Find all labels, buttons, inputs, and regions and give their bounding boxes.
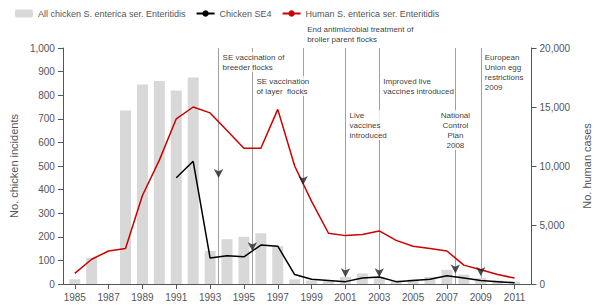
- svg-text:introduced: introduced: [349, 131, 386, 140]
- svg-text:400: 400: [38, 184, 55, 195]
- svg-text:20,000: 20,000: [540, 43, 571, 54]
- svg-text:All chicken S. enterica ser. E: All chicken S. enterica ser. Enteritidis: [38, 9, 186, 19]
- svg-text:2007: 2007: [436, 292, 459, 303]
- svg-text:1989: 1989: [131, 292, 154, 303]
- svg-text:National: National: [441, 111, 471, 120]
- svg-text:2005: 2005: [402, 292, 425, 303]
- svg-text:10,000: 10,000: [540, 161, 571, 172]
- svg-text:SE vaccination: SE vaccination: [256, 77, 309, 86]
- svg-text:2001: 2001: [334, 292, 357, 303]
- svg-text:End antimicrobial treatment of: End antimicrobial treatment of: [307, 25, 414, 34]
- svg-text:5,000: 5,000: [540, 220, 565, 231]
- svg-text:European: European: [485, 53, 520, 62]
- svg-text:Plan: Plan: [447, 131, 463, 140]
- svg-text:Chicken SE4: Chicken SE4: [220, 9, 272, 19]
- svg-text:1997: 1997: [267, 292, 290, 303]
- svg-text:1987: 1987: [97, 292, 120, 303]
- svg-text:restrictions: restrictions: [485, 73, 524, 82]
- svg-text:of layer flocks: of layer flocks: [256, 87, 307, 96]
- svg-text:2009: 2009: [470, 292, 493, 303]
- svg-text:600: 600: [38, 137, 55, 148]
- svg-text:1985: 1985: [64, 292, 87, 303]
- svg-text:1991: 1991: [165, 292, 188, 303]
- svg-text:100: 100: [38, 255, 55, 266]
- svg-text:1999: 1999: [300, 292, 323, 303]
- svg-text:No. human cases: No. human cases: [581, 123, 593, 209]
- svg-text:breeder flocks: breeder flocks: [223, 63, 273, 72]
- svg-text:1,000: 1,000: [30, 43, 55, 54]
- svg-text:800: 800: [38, 90, 55, 101]
- svg-text:0: 0: [540, 279, 546, 290]
- svg-text:900: 900: [38, 66, 55, 77]
- svg-text:300: 300: [38, 208, 55, 219]
- svg-text:Union egg: Union egg: [485, 63, 521, 72]
- svg-text:vaccines: vaccines: [349, 121, 380, 130]
- svg-text:15,000: 15,000: [540, 102, 571, 113]
- svg-text:1993: 1993: [199, 292, 222, 303]
- svg-text:Control: Control: [442, 121, 468, 130]
- svg-text:No. chicken incidents: No. chicken incidents: [8, 114, 20, 218]
- svg-text:2011: 2011: [504, 292, 526, 303]
- svg-text:Live: Live: [349, 111, 364, 120]
- svg-text:SE vaccination of: SE vaccination of: [223, 53, 286, 62]
- svg-text:Improved live: Improved live: [383, 77, 431, 86]
- svg-text:broiler parent flocks: broiler parent flocks: [307, 35, 377, 44]
- svg-text:200: 200: [38, 231, 55, 242]
- svg-text:1995: 1995: [233, 292, 256, 303]
- svg-text:500: 500: [38, 161, 55, 172]
- svg-text:700: 700: [38, 113, 55, 124]
- svg-text:2008: 2008: [446, 141, 464, 150]
- svg-text:2009: 2009: [485, 83, 503, 92]
- svg-text:Human S. enterica ser. Enterit: Human S. enterica ser. Enteritidis: [306, 9, 440, 19]
- svg-text:0: 0: [49, 279, 55, 290]
- svg-text:vaccines introduced: vaccines introduced: [383, 87, 454, 96]
- svg-text:2003: 2003: [368, 292, 391, 303]
